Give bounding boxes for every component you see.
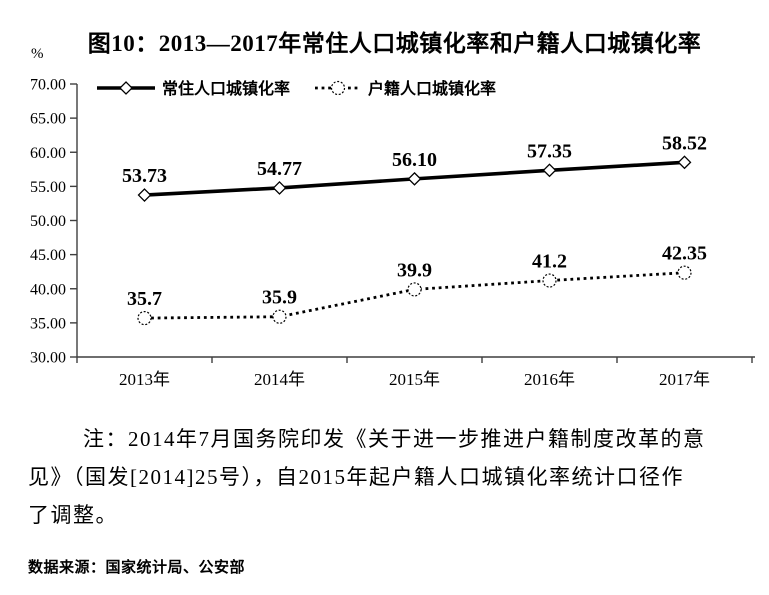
note-line: 见》（国发[2014]25号），自2015年起户籍人口城镇化率统计口径作 (28, 465, 684, 489)
legend-label: 常住人口城镇化率 (162, 79, 290, 98)
marker-diamond-icon (272, 181, 287, 195)
marker-diamond-icon (542, 163, 557, 178)
y-tick-label: 40.00 (30, 281, 66, 298)
legend-label: 户籍人口城镇化率 (368, 79, 496, 98)
y-axis-unit-label: % (31, 46, 44, 62)
x-tick-label: 2016年 (524, 370, 575, 389)
y-tick-label: 55.00 (30, 179, 66, 196)
data-label: 58.52 (662, 132, 707, 154)
marker-circle-icon (542, 273, 557, 288)
figure-title: 图10：2013—2017年常住人口城镇化率和户籍人口城镇化率 (87, 31, 702, 56)
y-tick-label: 70.00 (30, 77, 66, 94)
x-tick-label: 2015年 (389, 370, 440, 389)
y-tick-label: 30.00 (30, 350, 66, 367)
marker-diamond-icon (119, 81, 133, 95)
y-tick-label: 50.00 (30, 213, 66, 230)
data-label: 41.2 (532, 251, 567, 273)
marker-diamond-icon (407, 171, 422, 186)
marker-circle-icon (137, 310, 152, 326)
y-tick-label: 35.00 (30, 315, 66, 332)
note-line: 了调整。 (28, 503, 118, 527)
figure-note: 注：2014年7月国务院印发《关于进一步推进户籍制度改革的意 见》（国发[201… (28, 420, 742, 534)
y-tick-label: 60.00 (30, 145, 66, 162)
data-label: 35.7 (127, 288, 162, 310)
data-label: 39.9 (397, 259, 432, 281)
line-chart-canvas: 30.00 35.00 40.00 45.00 50.00 55.00 60.00 65.00… (30, 77, 755, 389)
data-label: 42.35 (662, 243, 707, 265)
marker-circle-icon (677, 265, 692, 280)
data-label: 57.35 (527, 140, 572, 162)
marker-circle-icon (330, 80, 346, 96)
x-tick-label: 2017年 (659, 370, 710, 389)
note-line: 注：2014年7月国务院印发《关于进一步推进户籍制度改革的意 (83, 427, 706, 451)
x-tick-label: 2014年 (254, 370, 305, 389)
marker-circle-icon (407, 282, 422, 297)
data-label: 54.77 (257, 158, 302, 180)
y-tick-label: 45.00 (30, 247, 66, 264)
marker-circle-icon (272, 309, 287, 324)
x-tick-label: 2013年 (119, 370, 170, 389)
data-label: 56.10 (392, 149, 437, 171)
marker-diamond-icon (137, 188, 152, 202)
y-tick-label: 65.00 (30, 111, 66, 128)
data-label: 35.9 (262, 287, 297, 309)
data-source-label: 数据来源：国家统计局、公安部 (28, 559, 246, 576)
marker-diamond-icon (677, 155, 692, 170)
data-label: 53.73 (122, 165, 167, 187)
